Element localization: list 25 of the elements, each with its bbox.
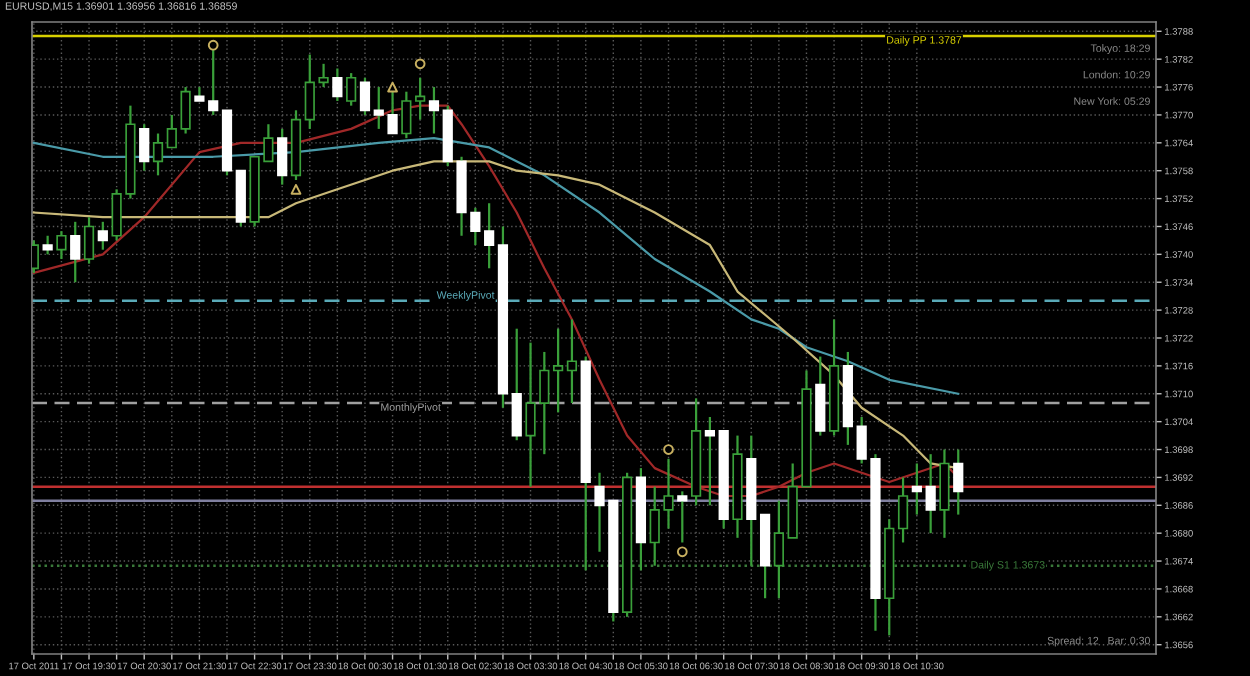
candlestick [97, 220, 108, 251]
point [414, 58, 426, 70]
point [663, 444, 674, 455]
candlestick [704, 415, 716, 507]
candlestick [939, 448, 950, 539]
candlestick [346, 72, 357, 107]
candlestick [415, 76, 426, 121]
point [676, 546, 688, 558]
candlestick [566, 318, 578, 405]
candlestick [484, 202, 495, 270]
candlestick [428, 85, 440, 135]
candlestick [83, 216, 95, 265]
candlestick [773, 499, 784, 600]
line-series [32, 137, 960, 395]
point [290, 183, 302, 195]
candlestick [553, 327, 564, 414]
candlestick [152, 132, 164, 177]
candlestick [911, 462, 922, 516]
candlestick [56, 230, 67, 261]
point [387, 81, 398, 93]
candlestick [897, 476, 909, 544]
point [207, 39, 219, 51]
candlestick [277, 127, 288, 186]
candlestick [359, 76, 371, 117]
candlestick [401, 90, 412, 140]
